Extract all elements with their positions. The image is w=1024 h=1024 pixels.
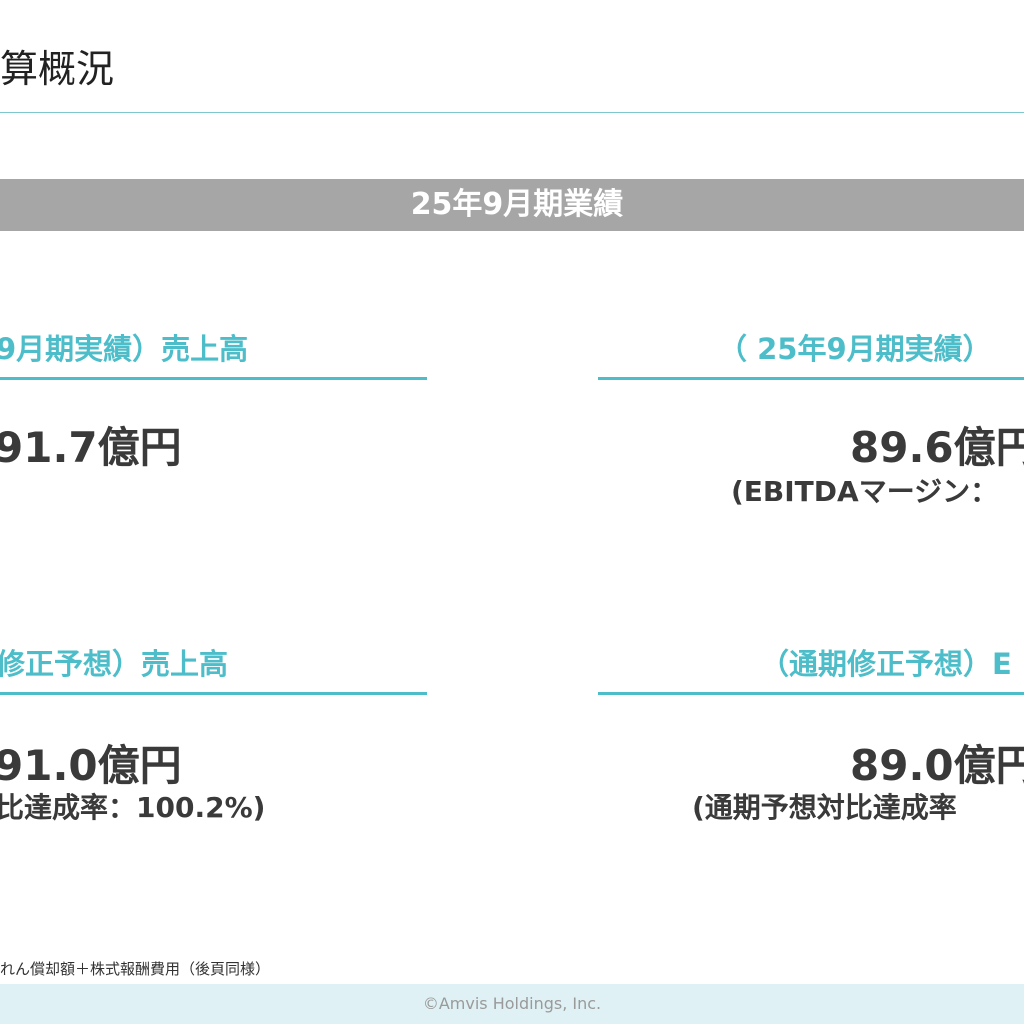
card-label-ebitda-actual: （ 25年9月期実績）	[718, 332, 992, 366]
footer-bar	[0, 984, 1024, 1024]
card-divider-ebitda-forecast	[598, 692, 1024, 695]
card-note-ebitda-achievement: (通期予想対比達成率	[692, 791, 957, 824]
card-note-ebitda-margin: (EBITDAマージン：	[731, 475, 999, 508]
card-note-sales-achievement: 比達成率：100.2%)	[0, 791, 266, 824]
card-divider-ebitda-actual	[598, 377, 1024, 380]
card-label-sales-actual: 9月期実績）売上高	[0, 332, 249, 366]
card-value-ebitda-forecast: 89.0億円	[850, 741, 1024, 790]
copyright-text: ©Amvis Holdings, Inc.	[422, 994, 602, 1013]
page-title: 算概況	[0, 47, 115, 91]
card-value-ebitda-actual: 89.6億円	[850, 423, 1024, 472]
card-divider-sales-actual	[0, 377, 427, 380]
card-divider-sales-forecast	[0, 692, 427, 695]
card-label-sales-forecast: 修正予想）売上高	[0, 647, 229, 681]
section-banner	[0, 179, 1024, 231]
title-divider	[0, 112, 1024, 113]
card-value-sales-actual: 91.7億円	[0, 423, 182, 472]
card-value-sales-forecast: 91.0億円	[0, 741, 182, 790]
section-banner-text: 25年9月期業績	[410, 187, 624, 222]
footnote: れん償却額＋株式報酬費用（後頁同様）	[0, 960, 271, 978]
card-label-ebitda-forecast: （通期修正予想）E	[760, 647, 1012, 681]
